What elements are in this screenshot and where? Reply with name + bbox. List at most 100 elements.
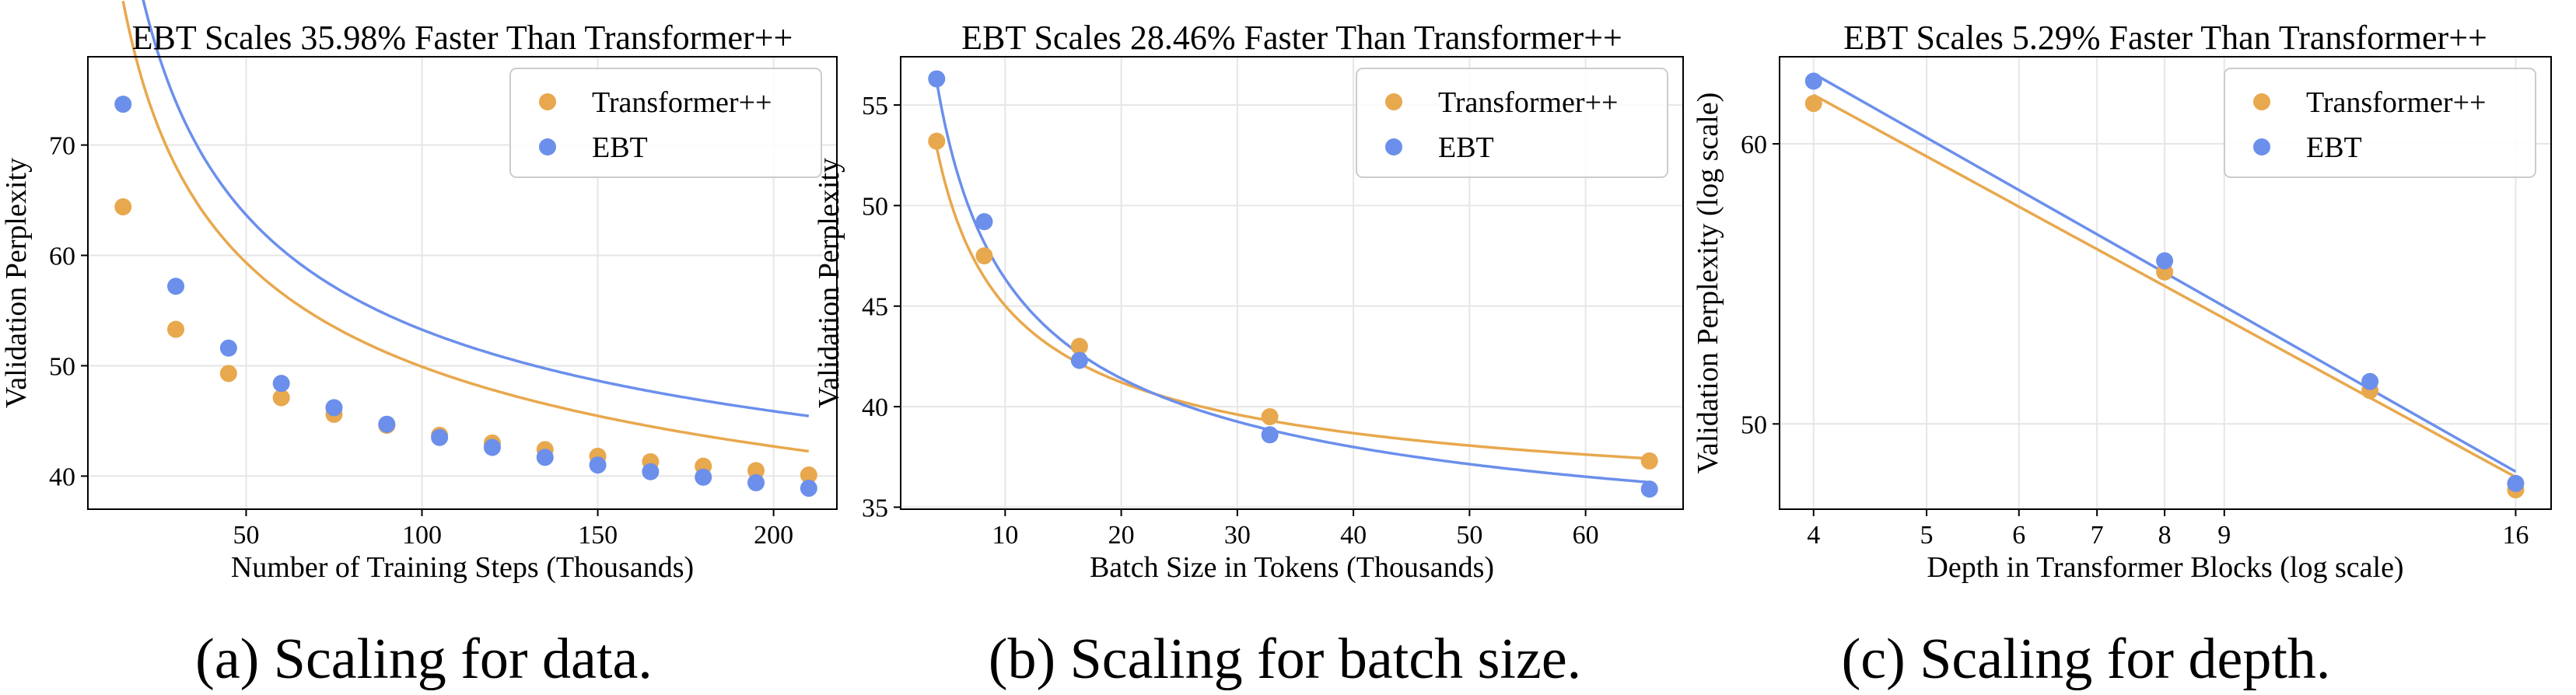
data-point-ebt	[167, 278, 185, 295]
chart-panel-3: 4 5 6 7 8 9 16 50 60 EBT Scales 5.29% Faster Than…	[1692, 19, 2552, 691]
data-point-transformer	[975, 247, 993, 265]
data-point-ebt	[1640, 480, 1658, 498]
y-tick-label: 45	[862, 293, 888, 322]
y-tick-label: 50	[862, 192, 888, 221]
x-tick-label: 200	[754, 521, 793, 550]
y-tick-label: 55	[862, 92, 888, 120]
data-point-ebt	[378, 415, 396, 433]
legend: Transformer++ EBT	[2224, 68, 2536, 178]
x-tick-label: 7	[2091, 521, 2104, 550]
data-point-transformer	[114, 198, 132, 216]
data-point-ebt	[800, 480, 817, 498]
data-point-transformer	[928, 132, 946, 150]
data-point-ebt	[219, 339, 237, 357]
legend: Transformer++ EBT	[509, 68, 822, 178]
y-tick-label: 60	[1741, 131, 1767, 159]
data-point-ebt	[325, 399, 343, 417]
x-tick-label: 8	[2158, 521, 2172, 550]
legend-box	[1356, 68, 1668, 178]
figure-caption: (b) Scaling for batch size.	[989, 627, 1581, 691]
data-point-ebt	[928, 70, 946, 88]
x-tick-label: 150	[578, 521, 618, 550]
fit-line-transformer	[121, 0, 810, 453]
x-tick-label: 60	[1573, 521, 1599, 550]
data-point-ebt	[272, 375, 290, 393]
legend-marker-transformer	[539, 93, 556, 110]
legend-label-ebt: EBT	[1438, 131, 1494, 164]
x-tick-label: 50	[233, 521, 259, 550]
data-point-ebt	[1261, 426, 1279, 444]
x-tick-label: 50	[1456, 521, 1482, 550]
y-axis-label: Validation Perplexity	[0, 158, 33, 408]
data-point-transformer	[800, 466, 817, 484]
legend-marker-ebt	[1385, 138, 1402, 155]
y-tick-label: 40	[862, 393, 888, 422]
x-tick-label: 30	[1224, 521, 1251, 550]
figure-caption: (a) Scaling for data.	[195, 627, 653, 691]
data-point-ebt	[483, 438, 501, 456]
data-point-ebt	[695, 468, 712, 486]
data-point-transformer	[1070, 337, 1088, 355]
y-tick-label: 35	[862, 494, 888, 522]
legend-label-ebt: EBT	[592, 131, 648, 164]
legend-label-transformer: Transformer++	[2306, 86, 2486, 119]
fit-line-ebt	[935, 81, 1650, 484]
y-tick-label: 50	[49, 352, 75, 381]
chart-title: EBT Scales 35.98% Faster Than Transforme…	[132, 19, 793, 57]
fit-line-transformer	[935, 147, 1650, 460]
data-point-ebt	[2156, 252, 2174, 270]
data-point-ebt	[2361, 372, 2379, 390]
figure-caption: (c) Scaling for depth.	[1842, 627, 2331, 691]
y-axis-label: Validation Perplexity (log scale)	[1692, 93, 1724, 474]
data-point-transformer	[747, 462, 765, 480]
x-tick-label: 10	[992, 521, 1018, 550]
data-point-ebt	[642, 463, 660, 480]
chart-title: EBT Scales 28.46% Faster Than Transforme…	[961, 19, 1622, 57]
data-point-transformer	[1640, 452, 1658, 470]
legend-marker-ebt	[2253, 138, 2270, 155]
data-point-ebt	[2507, 474, 2525, 492]
x-tick-label: 5	[1920, 521, 1934, 550]
y-tick-label: 50	[1741, 410, 1767, 439]
x-tick-label: 6	[2012, 521, 2025, 550]
x-tick-label: 100	[402, 521, 442, 550]
x-axis-label: Number of Training Steps (Thousands)	[231, 551, 694, 584]
legend-box	[509, 68, 822, 178]
x-tick-label: 40	[1340, 521, 1367, 550]
data-point-transformer	[167, 320, 185, 338]
legend-label-ebt: EBT	[2306, 131, 2362, 164]
plot-frame	[900, 56, 1684, 510]
legend-marker-transformer	[2253, 93, 2270, 110]
x-tick-label: 4	[1807, 521, 1820, 550]
x-axis-label: Batch Size in Tokens (Thousands)	[1090, 551, 1494, 584]
chart-panel-2: 10 20 30 40 50 60 35 40 45 50 55 EBT Scales 28.46% …	[813, 19, 1684, 691]
legend-box	[2224, 68, 2536, 178]
legend: Transformer++ EBT	[1356, 68, 1668, 178]
chart-panel-1: 50 100 150 200 40 50 60 70 EBT Scales 35.98% Fas…	[0, 0, 838, 691]
y-tick-label: 60	[49, 243, 75, 271]
data-point-ebt	[431, 428, 449, 446]
legend-label-transformer: Transformer++	[592, 86, 772, 119]
chart-title: EBT Scales 5.29% Faster Than Transformer…	[1843, 19, 2487, 57]
x-axis-label: Depth in Transformer Blocks (log scale)	[1927, 551, 2403, 584]
data-point-ebt	[114, 96, 132, 114]
data-point-ebt	[747, 473, 765, 491]
data-point-transformer	[1261, 408, 1279, 426]
legend-marker-ebt	[539, 138, 556, 155]
data-point-transformer	[219, 365, 237, 382]
legend-label-transformer: Transformer++	[1438, 86, 1618, 119]
fit-line-ebt	[142, 0, 810, 417]
data-point-transformer	[1804, 95, 1822, 113]
data-point-ebt	[1070, 351, 1088, 369]
y-tick-label: 70	[49, 132, 75, 161]
data-point-ebt	[589, 456, 607, 474]
data-point-ebt	[1804, 72, 1822, 90]
data-point-ebt	[975, 213, 993, 231]
x-tick-label: 9	[2217, 521, 2231, 550]
x-tick-label: 16	[2502, 521, 2529, 550]
y-axis-label: Validation Perplexity	[813, 158, 845, 408]
data-point-ebt	[536, 449, 554, 466]
x-tick-label: 20	[1108, 521, 1135, 550]
